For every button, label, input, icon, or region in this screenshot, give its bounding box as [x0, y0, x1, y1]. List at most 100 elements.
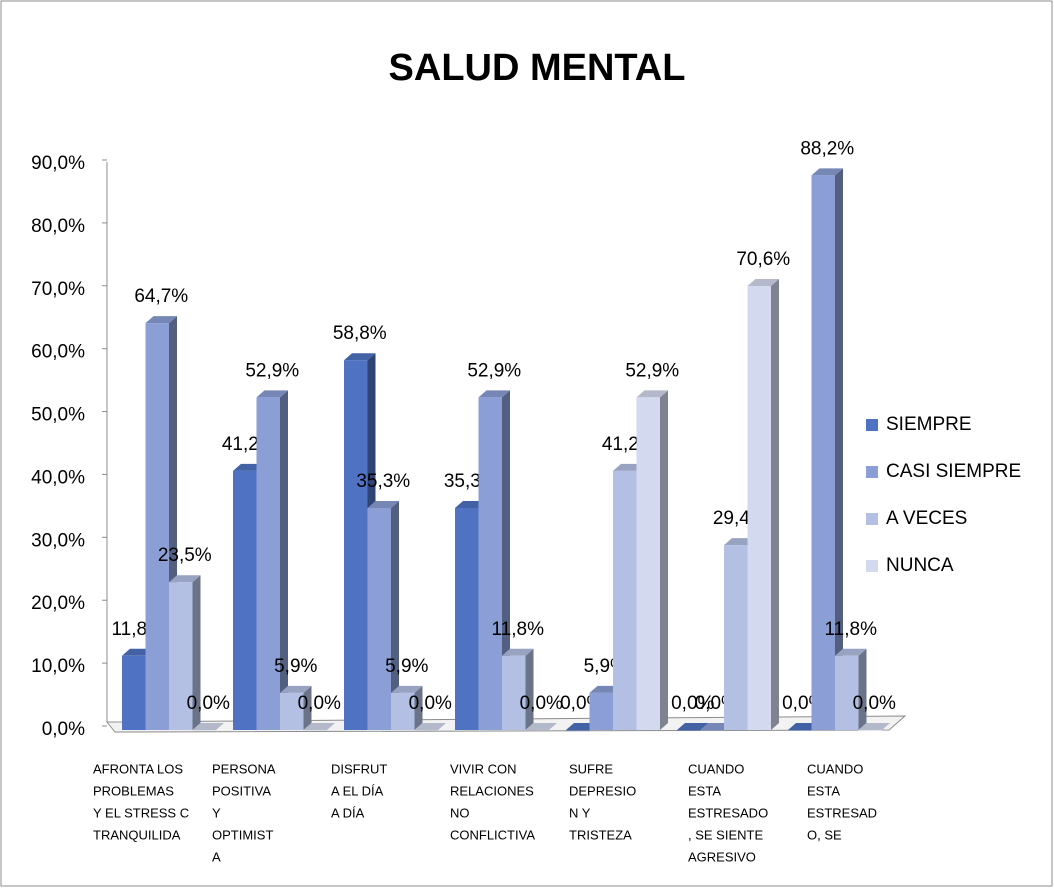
bar-front	[724, 545, 748, 730]
x-tick-label: VIVIR CON	[450, 761, 516, 776]
data-label: 52,9%	[245, 360, 299, 381]
bar	[280, 685, 312, 730]
bar-side	[391, 501, 399, 730]
bar	[478, 390, 510, 730]
data-label: 0,0%	[298, 693, 341, 714]
y-tick-label: 10,0%	[31, 656, 85, 677]
bar-front	[636, 397, 660, 730]
bar-front	[858, 730, 882, 731]
bar-top	[367, 501, 399, 509]
bar-front	[788, 730, 812, 731]
x-tick-label: PROBLEMAS	[93, 783, 174, 798]
bar	[677, 723, 709, 731]
data-label: 52,9%	[467, 360, 521, 381]
data-label: 0,0%	[520, 693, 563, 714]
bar-front	[391, 692, 415, 730]
bar	[636, 390, 668, 730]
bar-top	[502, 648, 534, 656]
legend-swatch	[866, 513, 878, 525]
data-label: 58,8%	[333, 323, 387, 344]
data-label: 0,0%	[409, 693, 452, 714]
x-tick-label: AGRESIVO	[688, 849, 756, 864]
x-tick-label: CONFLICTIVA	[450, 827, 535, 842]
bar	[811, 168, 843, 730]
bar-front	[233, 470, 257, 730]
y-tick-label: 20,0%	[31, 593, 85, 614]
legend-label: A VECES	[886, 508, 967, 529]
bar-front	[589, 692, 613, 730]
bar-front	[478, 397, 502, 730]
data-label: 70,6%	[736, 249, 790, 270]
legend-swatch	[866, 419, 878, 431]
bar-side	[771, 279, 779, 730]
bar-front	[700, 730, 724, 731]
x-tick-label: PERSONA	[212, 761, 276, 776]
bar-top	[303, 723, 335, 730]
bar-front	[169, 582, 193, 730]
y-tick-label: 90,0%	[31, 153, 85, 174]
data-label: 88,2%	[800, 138, 854, 159]
x-tick-label: N Y	[569, 805, 591, 820]
bar-front	[455, 508, 479, 730]
x-tick-label: A EL DÍA	[331, 783, 384, 798]
y-tick-label: 80,0%	[31, 216, 85, 237]
bar-top	[835, 648, 867, 656]
data-label: 0,0%	[671, 693, 714, 714]
bar-top	[811, 168, 843, 176]
bar-top	[858, 723, 890, 730]
bar-front	[145, 323, 169, 730]
bar	[367, 501, 399, 730]
x-tick-label: TRANQUILIDA	[93, 827, 181, 842]
bar	[192, 723, 224, 731]
data-label: 5,9%	[385, 656, 428, 677]
bar-top	[747, 279, 779, 287]
y-tick-label: 30,0%	[31, 530, 85, 551]
x-tick-label: ESTRESAD	[807, 805, 877, 820]
data-label: 11,8%	[825, 619, 878, 640]
x-tick-label: SUFRE	[569, 761, 613, 776]
x-tick-label: DISFRUT	[331, 761, 387, 776]
bar	[502, 648, 534, 730]
bar	[303, 723, 335, 731]
bar-front	[747, 286, 771, 730]
chart-title: SALUD MENTAL	[389, 47, 686, 89]
x-tick-label: NO	[450, 805, 470, 820]
bar	[835, 648, 867, 730]
bar-top	[677, 723, 709, 730]
data-label: 23,5%	[158, 545, 212, 566]
x-tick-label: A DÍA	[331, 805, 365, 820]
bar	[858, 723, 890, 731]
data-label: 5,9%	[274, 656, 317, 677]
bar-front	[303, 730, 327, 731]
bar-top	[636, 390, 668, 398]
y-tick-label: 60,0%	[31, 342, 85, 363]
bar	[391, 685, 423, 730]
data-label: 52,9%	[625, 360, 679, 381]
bar-top	[344, 353, 376, 361]
x-tick-label: POSITIVA	[212, 783, 271, 798]
data-label: 64,7%	[134, 286, 188, 307]
bar-front	[835, 655, 859, 730]
bar-front	[367, 508, 391, 730]
bar-top	[169, 575, 201, 583]
bar	[169, 575, 201, 730]
data-label: 0,0%	[187, 693, 230, 714]
x-tick-label: ESTA	[807, 783, 840, 798]
x-tick-label: CUANDO	[688, 761, 744, 776]
legend-swatch	[866, 466, 878, 478]
bar-top	[525, 723, 557, 730]
bar-top	[145, 316, 177, 324]
legend-swatch	[866, 560, 878, 572]
bar-front	[613, 470, 637, 730]
bar-top	[256, 390, 288, 398]
bar-side	[858, 648, 867, 730]
bar-side	[280, 390, 288, 730]
x-tick-label: DEPRESIO	[569, 783, 636, 798]
bar-top	[478, 390, 510, 398]
bar-front	[525, 730, 549, 731]
x-tick-label: Y	[212, 805, 221, 820]
bar	[525, 723, 557, 731]
bar	[256, 390, 288, 730]
x-tick-label: , SE SIENTE	[688, 827, 763, 842]
